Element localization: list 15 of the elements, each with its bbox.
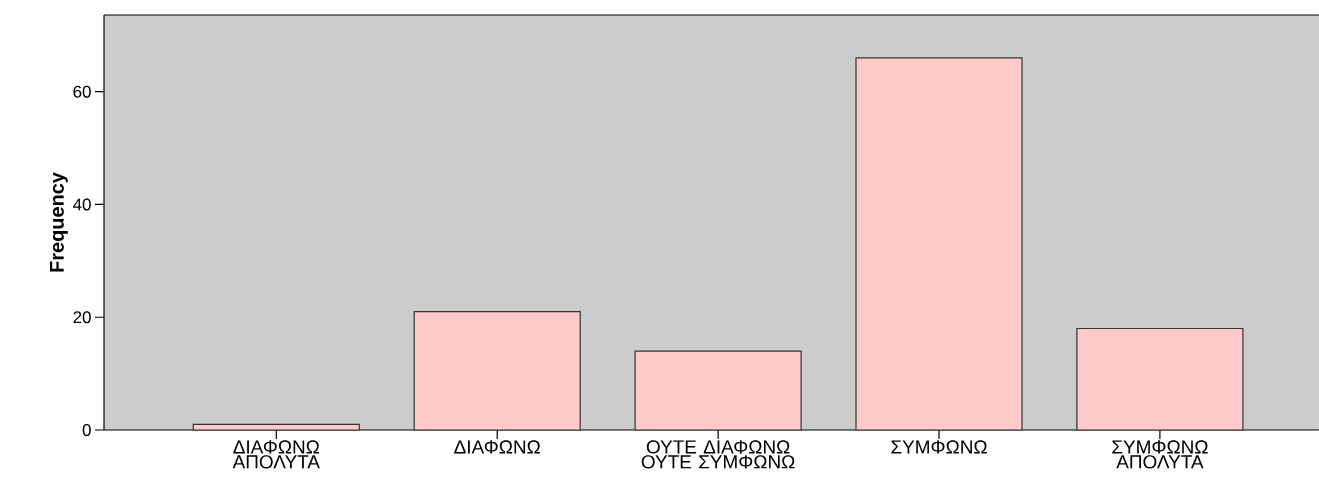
y-axis-title: Frequency <box>49 172 68 272</box>
x-tick-label: ΣΥΜΦΩΝΩ ΑΠΟΛΥΤΑ <box>1112 440 1208 469</box>
y-tick-label: 20 <box>73 311 91 324</box>
x-tick-label: ΔΙΑΦΩΝΩ ΑΠΟΛΥΤΑ <box>232 440 320 469</box>
bar <box>634 350 802 431</box>
bar <box>1076 327 1244 431</box>
x-tick-label: ΣΥΜΦΩΝΩ <box>891 440 987 454</box>
bar <box>855 57 1023 431</box>
y-tick-label: 0 <box>82 424 91 436</box>
x-tick-label: ΟΥΤΕ ΔΙΑΦΩΝΩ ΟΥΤΕ ΣΥΜΦΩΝΩ <box>641 440 795 469</box>
bar <box>192 423 360 431</box>
y-tick-label: 40 <box>73 198 91 211</box>
bar <box>413 310 581 431</box>
x-tick-label: ΔΙΑΦΩΝΩ <box>454 440 540 454</box>
y-tick-label: 60 <box>73 85 91 98</box>
